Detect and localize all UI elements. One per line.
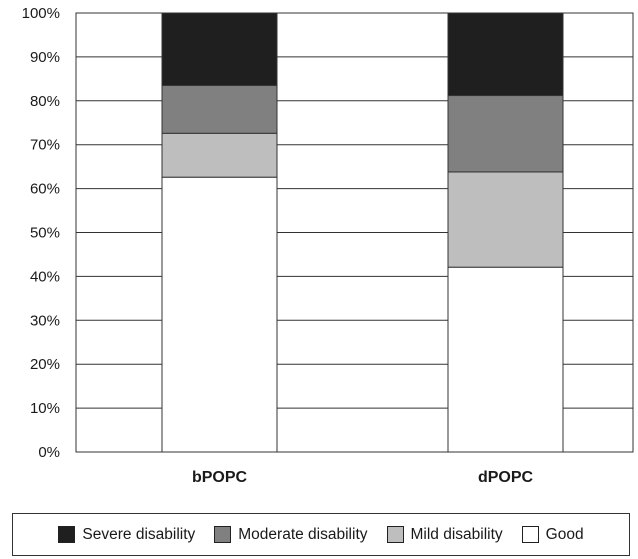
legend-swatch-mild-disability (386, 526, 404, 543)
y-tick-label: 70% (30, 137, 60, 154)
y-tick-label: 100% (22, 5, 60, 22)
legend-label-mild-disability: Mild disability (410, 525, 503, 543)
y-tick-label: 40% (30, 268, 60, 285)
legend-item-good: Good (521, 525, 584, 544)
bar-segment-bpopc-mild-disability (161, 132, 278, 178)
legend-label-severe-disability: Severe disability (82, 525, 196, 543)
y-tick-label: 0% (38, 444, 60, 461)
legend-item-severe-disability: Severe disability (58, 526, 195, 544)
legend-label-moderate-disability: Moderate disability (238, 525, 368, 543)
y-tick-label: 20% (30, 356, 60, 373)
legend-item-mild-disability: Mild disability (386, 525, 503, 544)
bar-segment-dpopc-severe-disability (447, 12, 564, 97)
bar-segment-bpopc-moderate-disability (161, 84, 278, 134)
legend-swatch-good (521, 526, 539, 543)
bar-segment-dpopc-mild-disability (447, 171, 564, 268)
bar-segment-dpopc-moderate-disability (447, 95, 564, 173)
y-tick-label: 80% (30, 93, 60, 110)
plot-area-border (75, 12, 634, 453)
y-tick-label: 90% (30, 49, 60, 66)
legend-item-moderate-disability: Moderate disability (214, 525, 368, 544)
legend-swatch-moderate-disability (214, 526, 232, 543)
stacked-bar-chart: 0% 10% 20% 30% 40% 50% 60% 70% 80% 90% 100% bPOPC dP… (22, 5, 634, 486)
y-tick-label: 10% (30, 400, 60, 417)
legend-swatch-severe-disability (58, 526, 76, 543)
bar-segment-dpopc-good (447, 266, 564, 453)
x-category-label: bPOPC (192, 469, 248, 486)
bar-segment-bpopc-good (161, 176, 278, 453)
y-tick-label: 50% (30, 225, 60, 242)
legend-label-good: Good (545, 525, 584, 543)
bar-segment-bpopc-severe-disability (161, 12, 278, 86)
y-tick-label: 30% (30, 312, 60, 329)
y-tick-label: 60% (30, 181, 60, 198)
legend: Severe disability Moderate disability Mi… (12, 513, 630, 556)
x-category-label: dPOPC (478, 469, 534, 486)
